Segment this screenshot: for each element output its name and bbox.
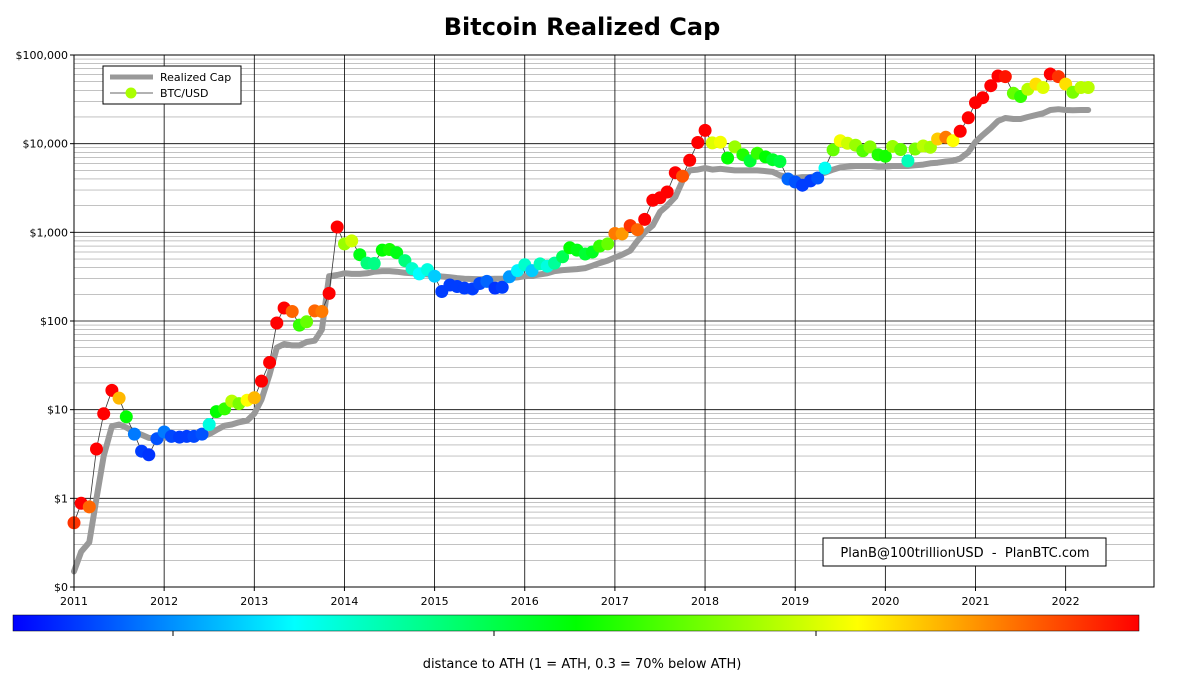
realized-cap-line: [71, 106, 1092, 575]
btc-usd-point: [285, 305, 299, 318]
btc-usd-point: [601, 237, 615, 251]
btc-usd-point: [255, 374, 268, 388]
btc-usd-point: [300, 315, 314, 329]
btc-usd-point: [82, 500, 96, 514]
btc-usd-point: [556, 250, 570, 264]
btc-usd-point: [878, 149, 892, 163]
btc-usd-point: [863, 140, 877, 154]
y-tick-label: $1,000: [30, 226, 69, 239]
x-tick-label: 2016: [511, 595, 539, 608]
legend-realized-cap: Realized Cap: [160, 71, 231, 84]
btc-usd-point: [691, 136, 705, 149]
btc-usd-point: [428, 269, 442, 283]
x-tick-label: 2018: [691, 595, 719, 608]
x-tick-label: 2014: [330, 595, 358, 608]
btc-usd-point: [946, 134, 960, 148]
btc-usd-point: [713, 135, 727, 149]
x-axis: 2011 2012 2013 2014 2015 2016 2017 2018 2019 2020…: [60, 587, 1080, 608]
btc-usd-point: [773, 155, 787, 168]
btc-usd-point: [315, 305, 329, 318]
y-tick-label: $0: [54, 581, 68, 594]
btc-usd-point: [615, 227, 629, 241]
btc-usd-point: [1081, 81, 1095, 94]
btc-usd-point: [90, 442, 103, 456]
btc-usd-point: [367, 257, 381, 270]
x-tick-label: 2019: [781, 595, 809, 608]
btc-usd-points: [67, 67, 1095, 530]
btc-usd-point: [142, 448, 156, 462]
btc-usd-point: [698, 123, 712, 137]
credit-frame: [822, 537, 1107, 567]
legend-btc-dot-swatch: [125, 87, 137, 99]
colorbar: distance to ATH (1 = ATH, 0.3 = 70% belo…: [12, 614, 1140, 672]
btc-usd-point: [638, 212, 652, 226]
btc-usd-point: [976, 91, 990, 105]
btc-usd-point: [961, 111, 975, 125]
btc-usd-point: [811, 171, 825, 185]
y-tick-label: $1: [54, 492, 68, 505]
credit-text: PlanB@100trillionUSD - PlanBTC.com: [840, 546, 1089, 561]
btc-usd-point: [826, 143, 840, 157]
btc-usd-point: [270, 316, 284, 330]
btc-usd-point: [263, 356, 277, 369]
x-tick-label: 2015: [421, 595, 449, 608]
btc-usd-point: [1036, 81, 1050, 94]
btc-usd-point: [322, 286, 336, 300]
btc-usd-point: [195, 427, 209, 441]
btc-usd-point: [630, 223, 644, 237]
legend-box: [102, 65, 242, 105]
y-tick-label: $10: [47, 404, 68, 417]
x-tick-label: 2022: [1052, 595, 1080, 608]
btc-usd-point: [660, 185, 674, 199]
plot-frame: [73, 54, 1155, 588]
x-tick-label: 2017: [601, 595, 629, 608]
credit-box: PlanB@100trillionUSD - PlanBTC.com: [822, 537, 1107, 567]
btc-usd-point: [202, 418, 216, 431]
btc-usd-point: [112, 391, 126, 405]
colorbar-label: distance to ATH (1 = ATH, 0.3 = 70% belo…: [423, 657, 742, 672]
y-tick-label: $100: [40, 315, 68, 328]
colorbar-strip: [12, 614, 1140, 632]
btc-usd-point: [247, 391, 261, 405]
legend: Realized Cap BTC/USD: [102, 65, 242, 105]
legend-btc-usd: BTC/USD: [160, 87, 209, 100]
y-tick-label: $10,000: [23, 138, 69, 151]
btc-usd-point: [984, 79, 998, 93]
btc-usd-point: [721, 151, 735, 165]
btc-usd-point: [97, 407, 111, 421]
x-tick-label: 2011: [60, 595, 88, 608]
btc-usd-point: [345, 234, 359, 248]
btc-usd-point: [330, 220, 344, 234]
y-tick-label: $100,000: [16, 49, 69, 62]
btc-usd-point: [119, 410, 133, 424]
btc-usd-point: [894, 143, 908, 156]
x-tick-label: 2013: [240, 595, 268, 608]
x-tick-label: 2021: [962, 595, 990, 608]
btc-usd-point: [127, 427, 141, 441]
btc-usd-point: [728, 140, 742, 154]
btc-usd-point: [953, 124, 967, 138]
x-tick-label: 2012: [150, 595, 178, 608]
btc-usd-point: [901, 154, 915, 168]
grid: [73, 54, 1154, 588]
x-tick-label: 2020: [871, 595, 899, 608]
btc-usd-point: [998, 70, 1012, 84]
btc-usd-point: [495, 280, 509, 294]
chart-title: Bitcoin Realized Cap: [444, 13, 721, 41]
btc-usd-point: [390, 246, 404, 260]
btc-usd-point: [676, 169, 689, 183]
y-axis: $0 $1 $10 $100 $1,000 $10,000 $100,000: [16, 49, 74, 594]
btc-usd-point: [818, 161, 832, 175]
btc-usd-point: [683, 153, 697, 167]
